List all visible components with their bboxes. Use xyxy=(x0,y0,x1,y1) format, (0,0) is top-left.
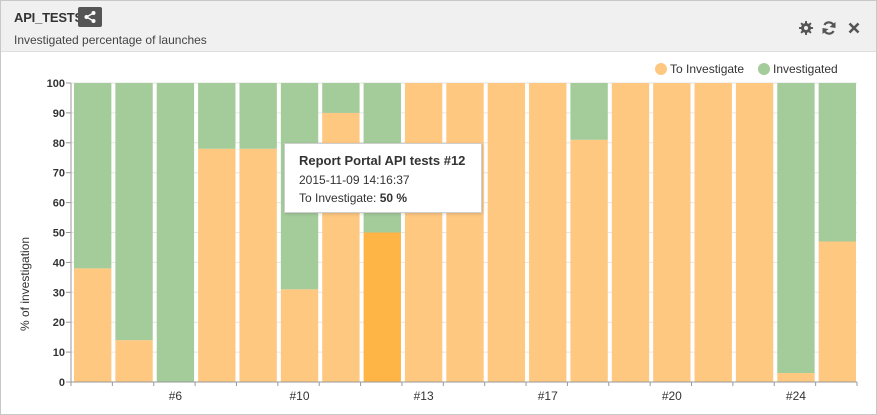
chart-axes: 0 10 20 30 40 50 60 70 80 90 100 #6 #10 #13 #17 #20 #24 xyxy=(47,78,858,403)
x-tick-label: #17 xyxy=(538,389,558,403)
share-icon xyxy=(84,11,96,23)
bar-to-investigate[interactable] xyxy=(239,148,277,382)
settings-button[interactable] xyxy=(798,20,814,36)
widget-header: API_TESTS Investigated percentage of lau… xyxy=(1,1,876,52)
legend-label-to-investigate[interactable]: To Investigate xyxy=(670,62,744,76)
bar-investigated[interactable] xyxy=(322,83,360,113)
bar-to-investigate[interactable] xyxy=(363,232,401,383)
y-axis-label: % of investigation xyxy=(18,237,32,331)
y-tick-label: 80 xyxy=(53,138,65,150)
x-tick-label: #6 xyxy=(169,389,183,403)
bar-to-investigate[interactable] xyxy=(446,83,484,382)
bar-to-investigate[interactable] xyxy=(404,83,443,382)
refresh-button[interactable] xyxy=(821,20,837,36)
tooltip-value: 50 % xyxy=(379,191,408,205)
bar-investigated[interactable] xyxy=(777,83,815,374)
y-tick-label: 0 xyxy=(59,377,65,389)
y-tick-label: 40 xyxy=(53,257,65,269)
widget-subtitle: Investigated percentage of launches xyxy=(14,33,207,47)
tooltip-label: To Investigate: xyxy=(299,191,380,205)
bar-to-investigate[interactable] xyxy=(653,83,691,382)
x-tick-label: #13 xyxy=(414,389,434,403)
y-tick-label: 60 xyxy=(53,198,65,210)
bar-to-investigate[interactable] xyxy=(611,83,650,382)
legend-swatch-investigated xyxy=(758,63,770,75)
bar-to-investigate[interactable] xyxy=(487,83,526,382)
y-tick-label: 50 xyxy=(53,228,65,240)
y-tick-label: 20 xyxy=(53,317,65,329)
bar-tooltip: Report Portal API tests #12 2015-11-09 1… xyxy=(284,143,482,213)
x-tick-label: #24 xyxy=(786,389,806,403)
bar-investigated[interactable] xyxy=(115,83,153,341)
bar-to-investigate[interactable] xyxy=(529,83,567,382)
tooltip-date: 2015-11-09 14:16:37 xyxy=(299,173,410,187)
bar-to-investigate[interactable] xyxy=(570,139,608,382)
bar-investigated[interactable] xyxy=(74,83,112,269)
gear-icon xyxy=(799,21,813,35)
bar-to-investigate[interactable] xyxy=(818,241,856,382)
x-tick-label: #20 xyxy=(662,389,682,403)
bar-to-investigate[interactable] xyxy=(198,148,236,382)
bar-to-investigate[interactable] xyxy=(115,340,153,382)
bar-investigated[interactable] xyxy=(239,83,277,149)
y-tick-label: 10 xyxy=(53,347,65,359)
legend-label-investigated[interactable]: Investigated xyxy=(773,62,838,76)
bar-investigated[interactable] xyxy=(156,83,195,382)
y-tick-label: 30 xyxy=(53,287,65,299)
close-icon xyxy=(848,22,860,34)
tooltip-value-line: To Investigate: 50 % xyxy=(299,191,407,205)
bar-to-investigate[interactable] xyxy=(280,289,319,382)
refresh-icon xyxy=(822,21,836,35)
bar-to-investigate[interactable] xyxy=(74,268,112,382)
bar-to-investigate[interactable] xyxy=(694,83,732,382)
bar-investigated[interactable] xyxy=(818,83,856,242)
bar-investigated[interactable] xyxy=(198,83,236,149)
tooltip-title: Report Portal API tests #12 xyxy=(299,153,466,168)
close-button[interactable] xyxy=(846,20,862,36)
y-tick-label: 70 xyxy=(53,168,65,180)
y-tick-label: 100 xyxy=(47,78,65,90)
bar-investigated[interactable] xyxy=(570,83,608,140)
chart-legend: To Investigate Investigated xyxy=(655,62,838,76)
share-button[interactable] xyxy=(78,7,102,27)
bar-to-investigate[interactable] xyxy=(735,83,774,382)
legend-swatch-to-investigate xyxy=(655,63,667,75)
widget-title: API_TESTS xyxy=(14,10,83,25)
bar-to-investigate[interactable] xyxy=(777,373,815,382)
chart-bars xyxy=(74,83,856,383)
y-tick-label: 90 xyxy=(53,108,65,120)
x-tick-label: #10 xyxy=(290,389,310,403)
